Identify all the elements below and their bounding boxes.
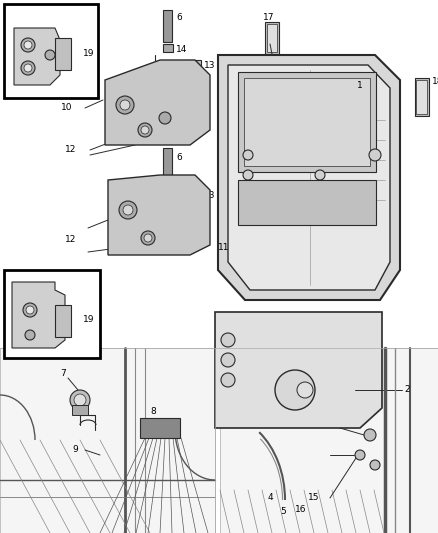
Circle shape	[138, 123, 152, 137]
Circle shape	[275, 370, 315, 410]
Bar	[163, 10, 172, 42]
Bar	[238, 180, 376, 225]
Polygon shape	[215, 312, 382, 428]
Circle shape	[23, 303, 37, 317]
Polygon shape	[105, 60, 210, 145]
Circle shape	[24, 64, 32, 72]
Circle shape	[74, 394, 86, 406]
Text: 6: 6	[176, 154, 182, 163]
Text: 13: 13	[204, 190, 215, 199]
Circle shape	[149, 209, 161, 221]
Text: 13: 13	[204, 61, 215, 70]
Text: 4: 4	[268, 494, 274, 503]
Circle shape	[243, 150, 253, 160]
Text: 2: 2	[404, 385, 410, 394]
Circle shape	[369, 149, 381, 161]
Polygon shape	[228, 65, 390, 290]
Bar	[55, 38, 71, 70]
Circle shape	[70, 390, 90, 410]
Text: 9: 9	[72, 446, 78, 455]
Circle shape	[149, 66, 161, 78]
Circle shape	[370, 460, 380, 470]
Bar	[4, 4, 98, 98]
Bar	[72, 405, 88, 415]
Text: 19: 19	[83, 316, 95, 325]
Text: 5: 5	[280, 507, 286, 516]
Text: 15: 15	[308, 494, 319, 503]
Circle shape	[26, 306, 34, 314]
Bar	[55, 305, 71, 337]
Text: 14: 14	[176, 45, 187, 54]
Text: 19: 19	[83, 50, 95, 59]
Text: 18: 18	[432, 77, 438, 86]
Text: 3: 3	[163, 211, 169, 220]
Polygon shape	[108, 175, 210, 255]
Bar	[183, 60, 201, 84]
Bar	[415, 78, 429, 116]
Bar	[163, 44, 173, 52]
Circle shape	[141, 126, 149, 134]
Circle shape	[187, 71, 197, 81]
Bar	[244, 78, 370, 166]
Circle shape	[297, 382, 313, 398]
Bar	[416, 80, 427, 114]
Bar	[238, 72, 376, 172]
Circle shape	[221, 333, 235, 347]
Circle shape	[355, 450, 365, 460]
Circle shape	[24, 41, 32, 49]
Bar	[163, 148, 172, 178]
Circle shape	[120, 100, 130, 110]
Text: 1: 1	[357, 80, 363, 90]
Circle shape	[116, 96, 134, 114]
Bar	[140, 418, 180, 438]
Circle shape	[119, 201, 137, 219]
Circle shape	[221, 373, 235, 387]
Bar	[220, 348, 438, 533]
Circle shape	[141, 231, 155, 245]
Circle shape	[221, 353, 235, 367]
Bar	[163, 180, 173, 187]
Circle shape	[315, 170, 325, 180]
Circle shape	[364, 429, 376, 441]
Circle shape	[25, 330, 35, 340]
Bar	[0, 348, 215, 533]
Polygon shape	[14, 28, 60, 85]
Text: 3: 3	[163, 68, 169, 77]
Bar	[267, 24, 277, 52]
Text: 12: 12	[65, 236, 76, 245]
Text: 10: 10	[60, 103, 72, 112]
Circle shape	[243, 170, 253, 180]
Text: 17: 17	[263, 13, 275, 22]
Text: 12: 12	[65, 146, 76, 155]
Text: 11: 11	[218, 244, 230, 253]
Text: 6: 6	[176, 13, 182, 22]
Text: 8: 8	[150, 408, 156, 416]
Text: 14: 14	[176, 180, 187, 189]
Circle shape	[123, 205, 133, 215]
Circle shape	[187, 200, 197, 210]
Circle shape	[21, 61, 35, 75]
Circle shape	[144, 234, 152, 242]
Circle shape	[21, 38, 35, 52]
Circle shape	[159, 112, 171, 124]
Polygon shape	[12, 282, 65, 348]
Text: 7: 7	[60, 369, 66, 378]
Circle shape	[45, 50, 55, 60]
Bar	[4, 270, 100, 358]
Bar	[183, 192, 201, 214]
Text: 16: 16	[295, 505, 307, 514]
Polygon shape	[218, 55, 400, 300]
Bar	[265, 22, 279, 54]
